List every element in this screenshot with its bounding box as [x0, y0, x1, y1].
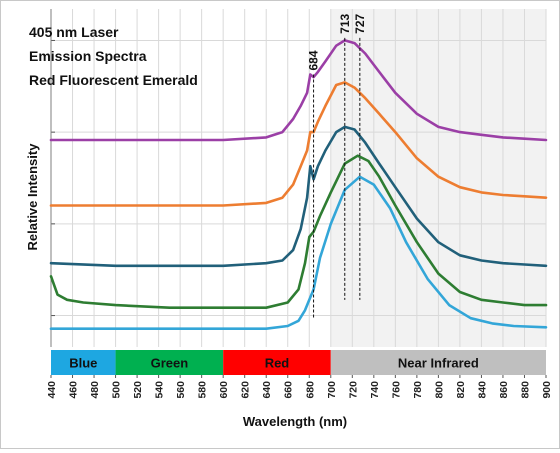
- band-label-3: Red: [265, 356, 290, 371]
- peak-label-713: 713: [338, 13, 352, 33]
- series-line-5: [49, 175, 548, 331]
- title-line-3: Red Fluorescent Emerald: [29, 72, 198, 88]
- x-tick-label: 460: [68, 381, 80, 399]
- x-tick-label: 740: [369, 381, 381, 399]
- x-tick-label: 600: [218, 381, 230, 399]
- series-line-1: [49, 39, 548, 142]
- band-3: [223, 350, 331, 375]
- x-tick-label: 440: [46, 381, 58, 399]
- x-tick-label: 660: [283, 381, 295, 399]
- x-tick-label: 500: [111, 381, 123, 399]
- x-tick-label: 480: [89, 381, 101, 399]
- x-tick-label: 620: [240, 381, 252, 399]
- x-tick-label: 680: [304, 381, 316, 399]
- x-tick-label: 860: [498, 381, 510, 399]
- series-line-4: [49, 154, 548, 310]
- series-lines: [49, 39, 548, 331]
- peak-label-684: 684: [307, 50, 321, 70]
- band-label-4: Near Infrared: [398, 356, 479, 371]
- x-tick-label: 640: [261, 381, 273, 399]
- peak-label-727: 727: [353, 13, 367, 33]
- x-tick-label: 580: [197, 381, 209, 399]
- x-tick-label: 520: [132, 381, 144, 399]
- x-tick-label: 900: [541, 381, 553, 399]
- x-tick-label: 760: [390, 381, 402, 399]
- y-axis-title: Relative Intensity: [25, 143, 40, 251]
- band-label-1: Blue: [69, 356, 97, 371]
- title-line-1: 405 nm Laser: [29, 24, 119, 40]
- x-tick-label: 820: [455, 381, 467, 399]
- band-4: [330, 350, 546, 375]
- peak-markers: 684 713 727: [307, 13, 367, 320]
- spectral-band-bar: Blue Green Red Near Infrared: [51, 350, 546, 375]
- x-axis-title: Wavelength (nm): [243, 414, 347, 429]
- band-1: [51, 350, 116, 375]
- x-tick-label: 720: [347, 381, 359, 399]
- series-line-2: [49, 81, 548, 207]
- x-tick-label: 540: [154, 381, 166, 399]
- band-label-2: Green: [151, 356, 189, 371]
- series-line-3: [49, 125, 548, 268]
- x-tick-label: 840: [476, 381, 488, 399]
- x-tick-label: 780: [412, 381, 424, 399]
- x-tick-label: 560: [175, 381, 187, 399]
- x-tick-label: 700: [326, 381, 338, 399]
- x-tick-label: 800: [433, 381, 445, 399]
- x-tick-label: 880: [519, 381, 531, 399]
- band-2: [115, 350, 224, 375]
- title-line-2: Emission Spectra: [29, 48, 147, 64]
- x-tick-labels: 440 460 480 500 520 540 560 580 600 620 640 660 680 7…: [46, 375, 553, 399]
